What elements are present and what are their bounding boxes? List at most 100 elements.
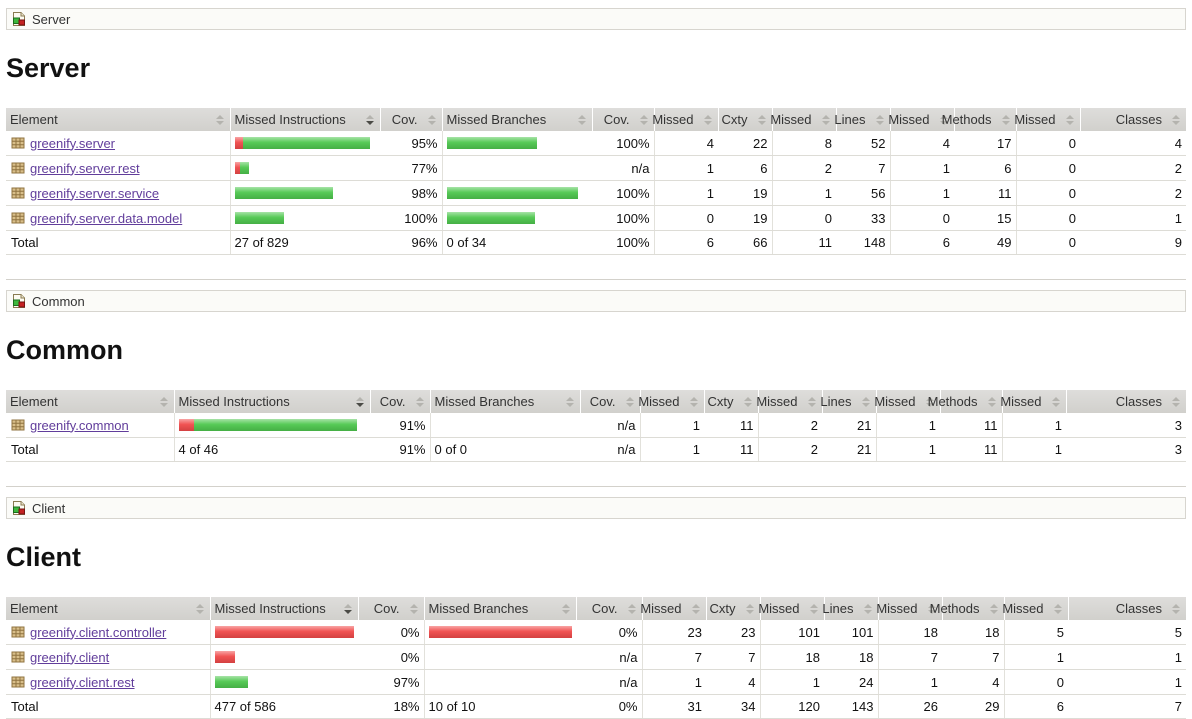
column-header-missed[interactable]: Missed	[888, 108, 954, 131]
total-metric-value: 49	[954, 230, 1016, 255]
metric-value: 4	[942, 669, 1004, 695]
column-header-cov-[interactable]: Cov.	[357, 597, 424, 620]
column-header-missed-instructions[interactable]: Missed Instructions	[229, 108, 380, 131]
column-header-element[interactable]: Element	[6, 597, 210, 620]
metric-value: 18	[942, 620, 1004, 645]
column-header-cxty[interactable]: Cxty	[717, 108, 772, 131]
column-header-cxty[interactable]: Cxty	[705, 597, 760, 620]
sort-arrows-icon	[565, 396, 574, 407]
column-header-missed[interactable]: Missed	[652, 108, 718, 131]
column-header-element[interactable]: Element	[6, 108, 230, 131]
column-header-lines[interactable]: Lines	[822, 597, 878, 620]
total-metric-value: 1	[639, 437, 704, 462]
column-header-missed[interactable]: Missed	[874, 390, 940, 413]
package-link[interactable]: greenify.client.rest	[30, 674, 135, 690]
metric-value: 1	[1001, 413, 1066, 438]
sort-arrows-icon	[925, 396, 934, 407]
package-link[interactable]: greenify.server.data.model	[30, 210, 183, 226]
sort-arrows-icon	[1172, 396, 1180, 407]
package-link[interactable]: greenify.server	[30, 135, 116, 151]
branch-coverage-pct: n/a	[576, 669, 642, 695]
total-metric-value: 148	[836, 230, 890, 255]
table-row: greenify.server.service 98% 100% 1 19 1 56 1 11 0…	[6, 180, 1186, 206]
covered-bar-segment	[242, 137, 370, 149]
coverage-bar	[447, 162, 589, 174]
metric-value: 7	[942, 644, 1004, 670]
metric-value: 0	[1015, 205, 1080, 231]
covered-bar-segment	[446, 212, 535, 224]
column-header-cov-[interactable]: Cov.	[379, 108, 442, 131]
table-row: greenify.common 91% n/a 1 11 2 21 1 11 1 3	[6, 413, 1186, 438]
column-header-missed[interactable]: Missed	[1014, 108, 1080, 131]
column-header-missed-branches[interactable]: Missed Branches	[441, 108, 592, 131]
metric-value: 5	[1003, 620, 1068, 645]
column-header-lines[interactable]: Lines	[820, 390, 876, 413]
column-header-missed[interactable]: Missed	[876, 597, 942, 620]
column-header-cov-[interactable]: Cov.	[579, 390, 640, 413]
column-header-missed-instructions[interactable]: Missed Instructions	[173, 390, 370, 413]
total-metric-value: 34	[706, 694, 760, 719]
total-metric-value: 66	[718, 230, 772, 255]
metric-value: 0	[1015, 155, 1080, 181]
sort-arrows-icon	[1172, 114, 1180, 125]
column-header-classes[interactable]: Classes	[1067, 597, 1186, 620]
table-row: greenify.client.controller 0% 0% 23 23 101 101…	[6, 620, 1186, 645]
metric-value: 18	[759, 644, 824, 670]
column-header-cxty[interactable]: Cxty	[703, 390, 758, 413]
total-missed-branches: 10 of 10	[423, 694, 576, 719]
column-header-missed[interactable]: Missed	[756, 390, 822, 413]
sort-arrows-icon	[939, 114, 948, 125]
column-header-missed[interactable]: Missed	[770, 108, 836, 131]
breadcrumb-label: Server	[32, 11, 71, 27]
coverage-group-icon	[11, 293, 27, 309]
column-header-missed[interactable]: Missed	[1002, 597, 1068, 620]
missed-bar-segment	[178, 419, 194, 431]
package-link[interactable]: greenify.common	[30, 417, 129, 433]
column-header-lines[interactable]: Lines	[834, 108, 890, 131]
column-header-missed-instructions[interactable]: Missed Instructions	[209, 597, 358, 620]
package-link[interactable]: greenify.client	[30, 649, 110, 665]
sort-arrows-icon	[1053, 603, 1062, 614]
sort-arrows-icon	[821, 114, 830, 125]
column-header-methods[interactable]: Methods	[928, 390, 1002, 413]
column-header-cov-[interactable]: Cov.	[591, 108, 654, 131]
column-header-missed[interactable]: Missed	[1000, 390, 1066, 413]
column-header-missed[interactable]: Missed	[638, 390, 704, 413]
page-title: Server	[6, 53, 91, 83]
column-header-element[interactable]: Element	[6, 390, 174, 413]
branch-coverage-pct: 100%	[592, 180, 654, 206]
column-header-missed-branches[interactable]: Missed Branches	[423, 597, 576, 620]
coverage-bar	[234, 162, 377, 174]
column-header-methods[interactable]: Methods	[942, 108, 1016, 131]
coverage-bar	[214, 676, 355, 688]
column-header-missed-branches[interactable]: Missed Branches	[429, 390, 580, 413]
package-link[interactable]: greenify.server.rest	[30, 160, 140, 176]
metric-value: 23	[641, 620, 706, 645]
total-label: Total	[6, 230, 230, 255]
total-instruction-coverage-pct: 91%	[370, 437, 430, 462]
sort-arrows-icon	[861, 396, 870, 407]
metric-value: 56	[836, 180, 890, 206]
column-header-classes[interactable]: Classes	[1079, 108, 1186, 131]
coverage-bar	[428, 626, 572, 638]
package-link[interactable]: greenify.client.controller	[30, 624, 167, 640]
column-header-methods[interactable]: Methods	[930, 597, 1004, 620]
table-total-row: Total 4 of 46 91% 0 of 0 n/a 1 11 2 21 1 11 1 3	[6, 437, 1186, 462]
coverage-bar	[435, 419, 577, 431]
total-metric-value: 11	[704, 437, 758, 462]
total-branch-coverage-pct: 0%	[576, 694, 642, 719]
coverage-table: Element Missed Instructions Cov. Missed Bra…	[6, 108, 1186, 255]
column-header-classes[interactable]: Classes	[1065, 390, 1186, 413]
column-header-cov-[interactable]: Cov.	[369, 390, 430, 413]
metric-value: 19	[718, 180, 772, 206]
sort-arrows-icon	[365, 114, 374, 125]
column-header-missed[interactable]: Missed	[640, 597, 706, 620]
covered-bar-segment	[234, 187, 333, 199]
sort-arrows-icon	[691, 603, 700, 614]
column-header-cov-[interactable]: Cov.	[575, 597, 642, 620]
package-link[interactable]: greenify.server.service	[30, 185, 160, 201]
column-header-missed[interactable]: Missed	[758, 597, 824, 620]
missed-bar-segment	[214, 651, 235, 663]
coverage-group-icon	[11, 500, 27, 516]
metric-value: 52	[836, 131, 890, 156]
